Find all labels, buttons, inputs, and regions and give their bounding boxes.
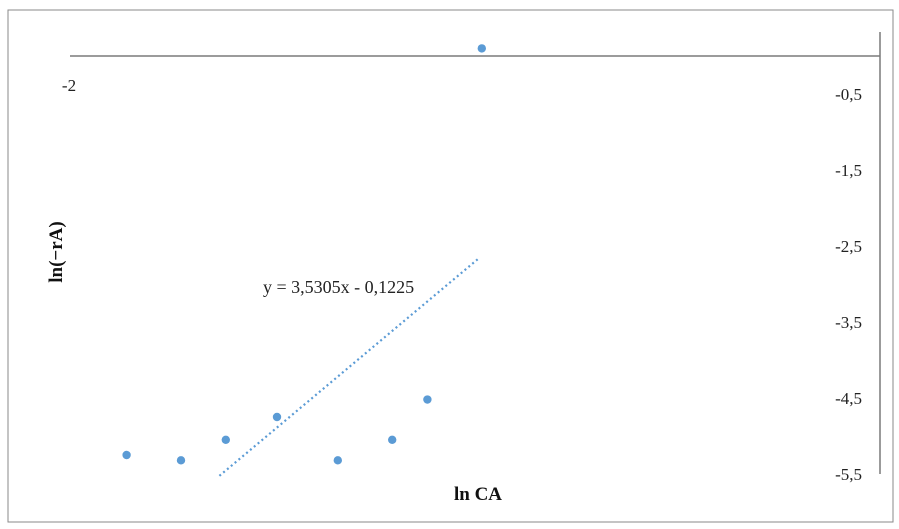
- data-point: [388, 435, 397, 444]
- y-tick-label: -0,5: [835, 85, 862, 104]
- chart-marks: [122, 44, 486, 477]
- y-axis-title: ln(−rA): [46, 221, 67, 282]
- y-tick-label: -5,5: [835, 465, 862, 484]
- y-tick-label: -1,5: [835, 161, 862, 180]
- data-point: [272, 412, 282, 422]
- trendline-equation: y = 3,5305x - 0,1225: [263, 277, 414, 297]
- data-point: [333, 456, 342, 465]
- data-point: [423, 395, 432, 404]
- tick-labels: -0,5 -1,5 -2,5 -3,5 -4,5 -5,5 -2: [62, 76, 862, 484]
- data-point: [221, 435, 230, 444]
- x-tick-label: -2: [62, 76, 76, 95]
- data-point: [176, 456, 186, 465]
- data-point: [477, 44, 486, 53]
- data-point: [122, 450, 131, 460]
- y-tick-label: -3,5: [835, 313, 862, 332]
- y-tick-label: -2,5: [835, 237, 862, 256]
- y-tick-label: -4,5: [835, 389, 862, 408]
- chart-border: [7, 9, 894, 523]
- trendline: [218, 257, 480, 477]
- x-axis-title: ln CA: [454, 484, 502, 505]
